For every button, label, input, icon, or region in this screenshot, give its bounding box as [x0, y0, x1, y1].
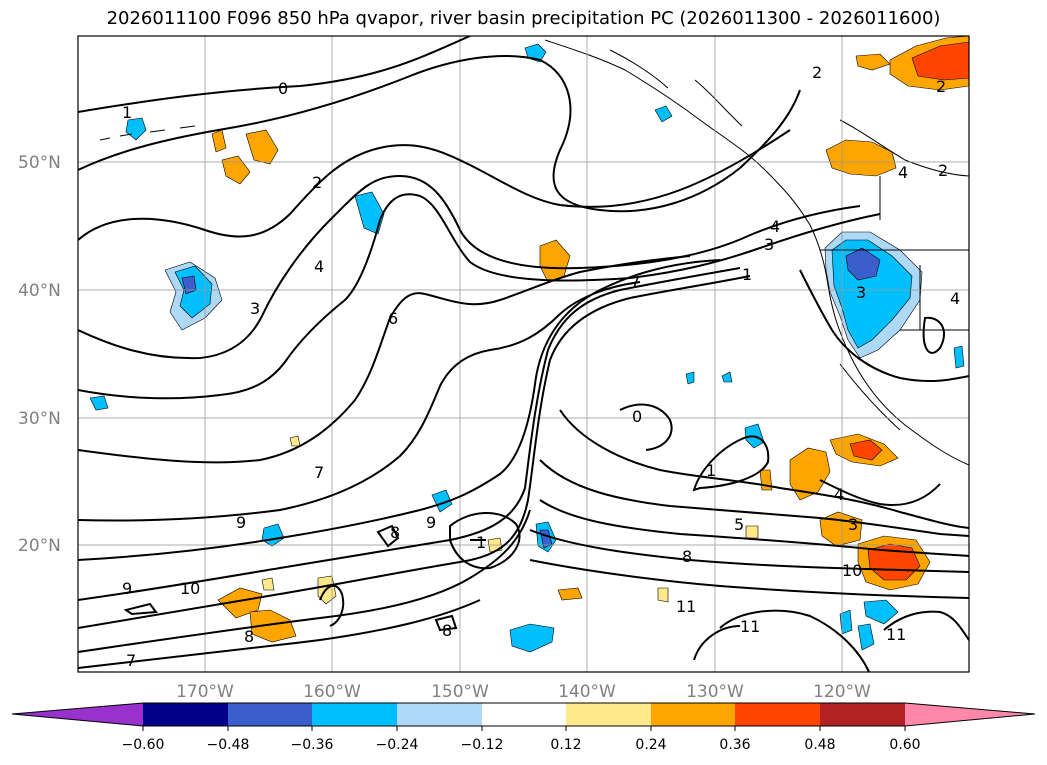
- lon-label: 120°W: [813, 682, 871, 702]
- colorbar-tick-label: −0.24: [376, 737, 419, 753]
- contour-label: 9: [426, 513, 436, 532]
- colorbar-ticks: [142, 726, 906, 731]
- contour-label: 2: [812, 63, 822, 82]
- contour-label: 5: [734, 515, 744, 534]
- map-canvas: [78, 36, 969, 672]
- contour-label: 7: [126, 651, 136, 670]
- lon-label: 150°W: [431, 682, 489, 702]
- contour-label: 6: [388, 309, 398, 328]
- colorbar-segment: [397, 703, 482, 726]
- lat-label: 40°N: [18, 281, 61, 301]
- contour-label: 1: [122, 103, 132, 122]
- lat-label: 20°N: [18, 536, 61, 556]
- contour-label: 8: [442, 621, 452, 640]
- lon-label: 130°W: [686, 682, 744, 702]
- contour-label: 8: [390, 523, 400, 542]
- colorbar-tick-label: −0.60: [122, 737, 165, 753]
- contour-label: 3: [848, 515, 858, 534]
- colorbar-segment: [820, 703, 905, 726]
- colorbar-segment: [312, 703, 397, 726]
- lat-label: 50°N: [18, 153, 61, 173]
- colorbar-segment: [566, 703, 651, 726]
- map-title: 2026011100 F096 850 hPa qvapor, river ba…: [106, 8, 941, 29]
- colorbar-tick-label: 0.24: [635, 737, 666, 753]
- negative-pc-shading: [89, 43, 965, 653]
- colorbar-tick-label: 0.36: [719, 737, 750, 753]
- contour-label: 1: [742, 265, 752, 284]
- lat-label: 30°N: [18, 409, 61, 429]
- colorbar-tick-label: 0.48: [804, 737, 835, 753]
- contour-label: 1: [706, 461, 716, 480]
- contour-label: 8: [682, 547, 692, 566]
- contour-label: 0: [278, 79, 288, 98]
- positive-pc-shading: [211, 36, 969, 643]
- contour-label: 4: [314, 257, 324, 276]
- contour-label: 3: [764, 235, 774, 254]
- contour-label: 0: [632, 407, 642, 426]
- contour-label: 4: [834, 485, 844, 504]
- contour-label: 7: [314, 463, 324, 482]
- colorbar-tick-label: 0.12: [550, 737, 581, 753]
- longitude-labels: 170°W 160°W 150°W 140°W 130°W 120°W: [176, 682, 871, 702]
- contour-label: 10: [180, 579, 200, 598]
- colorbar-segment: [228, 703, 312, 726]
- contour-label: 9: [236, 513, 246, 532]
- lon-label: 170°W: [176, 682, 234, 702]
- contour-label: 4: [770, 217, 780, 236]
- colorbar-segment: [735, 703, 820, 726]
- contour-label: 2: [936, 77, 946, 96]
- contour-label: 11: [740, 617, 760, 636]
- lon-label: 160°W: [303, 682, 361, 702]
- colorbar-segment: [651, 703, 735, 726]
- contour-label: 4: [898, 163, 908, 182]
- contour-label: 7: [630, 273, 640, 292]
- lon-label: 140°W: [558, 682, 616, 702]
- colorbar-tick-label: −0.36: [291, 737, 334, 753]
- contour-label-group: 0 1 2 2 2 3 3 4 4 6 7 7 8 8 8 9 9 10 10 …: [122, 63, 960, 670]
- qvapor-contours: [78, 36, 969, 672]
- contour-label: 11: [676, 597, 696, 616]
- contour-label: 3: [856, 283, 866, 302]
- contour-label: 1: [476, 533, 486, 552]
- contour-label: 11: [886, 625, 906, 644]
- latitude-labels: 50°N 40°N 30°N 20°N: [18, 153, 61, 556]
- contour-label: 2: [312, 173, 322, 192]
- colorbar: −0.60 −0.48 −0.36 −0.24 −0.12 0.12 0.24 …: [11, 702, 1036, 753]
- contour-label: 9: [122, 579, 132, 598]
- contour-label: 10: [842, 561, 862, 580]
- colorbar-segment: [482, 703, 566, 726]
- colorbar-tick-label: −0.12: [461, 737, 504, 753]
- map-frame: [77, 35, 970, 673]
- colorbar-segment: [143, 703, 228, 726]
- colorbar-tick-label: 0.60: [889, 737, 920, 753]
- colorbar-tick-label: −0.48: [207, 737, 250, 753]
- contour-label: 8: [244, 627, 254, 646]
- contour-label: 4: [950, 289, 960, 308]
- colorbar-segment: [12, 703, 143, 726]
- contour-label: 3: [250, 299, 260, 318]
- colorbar-segment: [905, 703, 1035, 726]
- coastlines: [99, 39, 969, 466]
- contour-label: 2: [938, 161, 948, 180]
